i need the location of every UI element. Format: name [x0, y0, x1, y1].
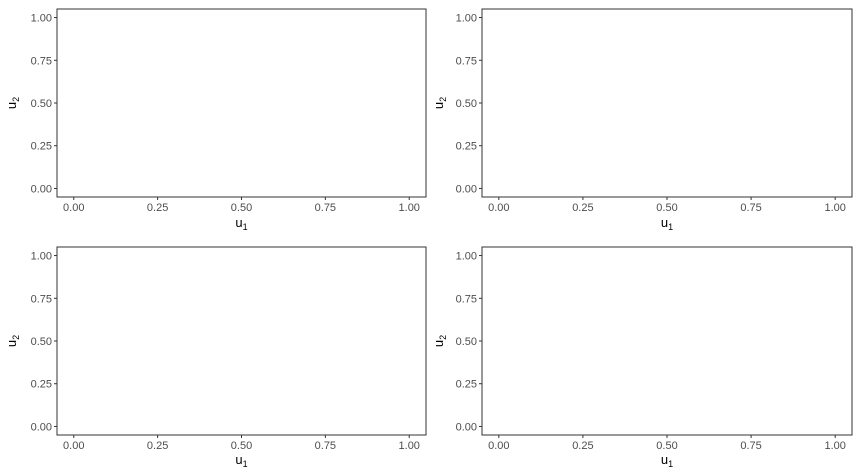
x-tick-label: 0.00 [488, 440, 509, 452]
contour-panel-bottom-left: 0.00 0.25 0.50 0.75 1.00 0.00 0.25 0.50 0.75 1.00… [4, 246, 427, 469]
y-tick-label: 1.00 [456, 13, 477, 25]
x-tick-label: 0.75 [740, 440, 761, 452]
y-tick-label: 0.00 [31, 421, 52, 433]
y-tick-label: 1.00 [456, 251, 477, 263]
x-tick-label: 0.25 [147, 202, 168, 214]
x-tick-label: 0.25 [572, 440, 593, 452]
y-tick-label: 0.50 [456, 336, 477, 348]
x-tick-label: 0.50 [231, 202, 252, 214]
x-axis-title: u1 [235, 215, 247, 232]
x-tick-label: 0.00 [63, 202, 84, 214]
x-tick-label: 1.00 [399, 440, 420, 452]
plot-border [481, 246, 853, 436]
x-tick-label: 0.50 [656, 202, 677, 214]
plot-border [481, 8, 853, 198]
x-tick-label: 0.50 [656, 440, 677, 452]
x-tick-label: 0.25 [572, 202, 593, 214]
x-tick-label: 1.00 [824, 202, 845, 214]
y-tick-label: 0.75 [31, 293, 52, 305]
y-axis-title: u2 [4, 97, 21, 109]
plot-border [56, 246, 427, 436]
y-tick-label: 0.25 [31, 141, 52, 153]
y-tick-label: 0.25 [31, 379, 52, 391]
y-tick-label: 0.25 [456, 379, 477, 391]
y-axis-title: u2 [4, 335, 21, 347]
y-tick-label: 0.50 [456, 98, 477, 110]
x-axis-title: u1 [235, 452, 247, 469]
x-axis-title: u1 [661, 215, 673, 232]
x-tick-label: 1.00 [824, 440, 845, 452]
x-tick-label: 0.50 [231, 440, 252, 452]
x-tick-label: 0.00 [63, 440, 84, 452]
contour-panel-top-left: 0.00 0.25 0.50 0.75 1.00 0.00 0.25 0.50 0.75 1.00… [4, 8, 427, 232]
y-tick-label: 0.50 [31, 98, 52, 110]
y-axis-title: u2 [431, 97, 448, 109]
x-axis-title: u1 [661, 452, 673, 469]
x-tick-label: 0.75 [315, 440, 336, 452]
y-tick-label: 0.25 [456, 141, 477, 153]
y-tick-label: 0.00 [31, 183, 52, 195]
x-tick-label: 0.75 [315, 202, 336, 214]
y-tick-label: 0.75 [456, 55, 477, 67]
y-tick-label: 0.50 [31, 336, 52, 348]
x-tick-label: 0.75 [740, 202, 761, 214]
y-tick-label: 0.75 [456, 293, 477, 305]
x-tick-label: 0.25 [147, 440, 168, 452]
y-tick-label: 0.75 [31, 55, 52, 67]
y-axis-title: u2 [431, 335, 448, 347]
x-tick-label: 1.00 [399, 202, 420, 214]
y-tick-label: 0.00 [456, 421, 477, 433]
y-tick-label: 1.00 [31, 251, 52, 263]
contour-panel-top-right: 0.00 0.25 0.50 0.75 1.00 0.00 0.25 0.50 0.75 1.00… [431, 8, 853, 232]
y-tick-label: 1.00 [31, 13, 52, 25]
y-tick-label: 0.00 [456, 183, 477, 195]
x-tick-label: 0.00 [488, 202, 509, 214]
plot-border [56, 8, 427, 198]
contour-panel-bottom-right: 0.00 0.25 0.50 0.75 1.00 0.00 0.25 0.50 0.75 1.00… [431, 246, 853, 469]
